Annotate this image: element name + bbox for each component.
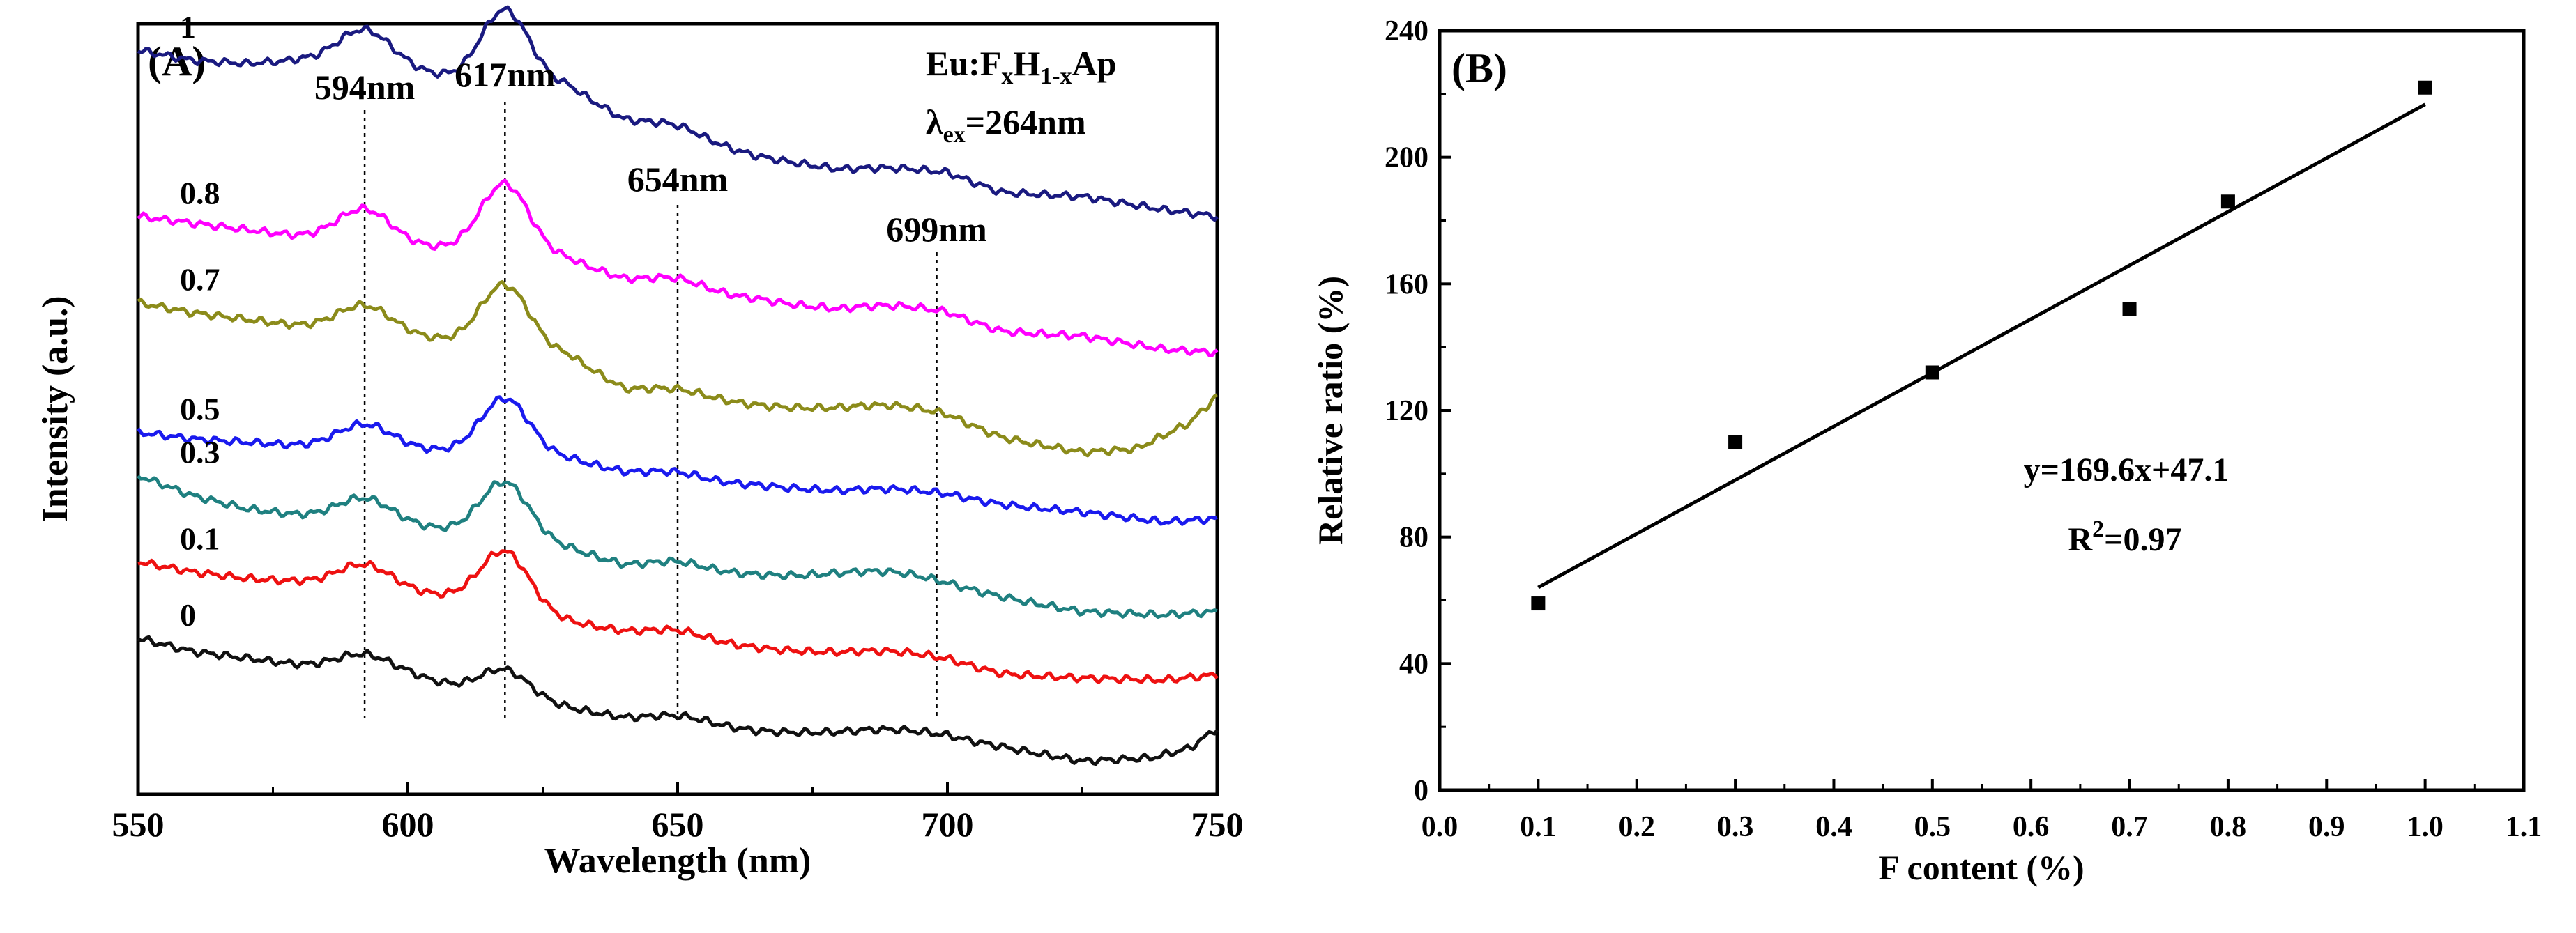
x-tick-label: 1.0: [2407, 811, 2444, 843]
panel-b-label: (B): [1451, 45, 1507, 91]
series-label: 0.1: [180, 521, 220, 556]
x-tick-label: 600: [382, 805, 434, 844]
x-tick-label: 0.2: [1618, 811, 1655, 843]
series-label: 0.7: [180, 261, 220, 297]
x-axis-ticks: 550 600 650 700 750: [112, 782, 1244, 844]
series-line-0.7: [137, 279, 1219, 458]
panel-a-y-axis-label: Intensity (a.u.): [36, 295, 75, 522]
x-tick-label: 0.6: [2013, 811, 2050, 843]
peak-labels: 594nm 617nm 654nm 699nm: [314, 55, 987, 249]
x-tick-label: 1.1: [2506, 811, 2543, 843]
data-point: [1728, 435, 1743, 449]
panel-a-x-axis-label: Wavelength (nm): [544, 841, 811, 881]
fit-equation: y=169.6x+47.1: [2024, 452, 2230, 488]
peak-label: 594nm: [314, 68, 415, 107]
fit-r-squared: R2=0.97: [2068, 516, 2181, 558]
series-label: 0.3: [180, 434, 220, 470]
spectra-series: [136, 5, 1219, 766]
y-tick-label: 240: [1385, 15, 1428, 47]
fit-line: [1537, 102, 2426, 589]
data-points: [1531, 80, 2432, 611]
x-tick-label: 0.1: [1520, 811, 1557, 843]
y-tick-label: 200: [1385, 142, 1428, 174]
panel-a: (A) 10.80.70.50.30.10 594nm 617nm654nm699…: [36, 5, 1244, 881]
series-line-0.8: [137, 178, 1219, 357]
fit-line-group: [1537, 102, 2426, 589]
peak-label: 699nm: [886, 210, 986, 249]
series-line-0.5: [136, 395, 1218, 526]
panel-b-x-axis-label: F content (%): [1878, 848, 2084, 887]
series-line-1: [137, 5, 1219, 222]
peak-label: 654nm: [627, 160, 728, 199]
panel-b-frame: [1438, 29, 2526, 792]
y-tick-label: 40: [1399, 648, 1428, 680]
y-tick-label: 80: [1399, 522, 1428, 554]
data-point: [2418, 80, 2432, 95]
series-label: 0.5: [180, 391, 220, 426]
y-axis-ticks: 0 40 80 120 160 200 240: [1385, 15, 1451, 807]
panel-a-formula: Eu:FxH1-xAp: [926, 44, 1117, 89]
y-tick-label: 160: [1385, 268, 1428, 300]
x-tick-label: 650: [652, 805, 704, 844]
series-label: 0: [180, 597, 196, 633]
x-axis-ticks: 0.0 0.1 0.2 0.3 0.4 0.5 0.6 0.7 0.8 0.9 1.0 1.1: [1422, 779, 2543, 843]
x-tick-label: 0.8: [2210, 811, 2247, 843]
x-tick-label: 0.3: [1717, 811, 1754, 843]
panel-b-y-axis-label: Relative ratio (%): [1311, 276, 1350, 545]
x-tick-label: 700: [922, 805, 974, 844]
series-line-0.1: [137, 549, 1219, 685]
x-tick-label: 0.0: [1422, 811, 1458, 843]
x-tick-label: 0.7: [2111, 811, 2148, 843]
data-point: [2122, 302, 2137, 316]
x-tick-label: 550: [112, 805, 165, 844]
y-tick-label: 0: [1414, 775, 1428, 807]
series-labels: 1 0.8 0.7 0.5 0.3 0.1 0: [180, 9, 220, 633]
y-tick-label: 120: [1385, 395, 1428, 427]
panel-a-excitation: λex=264nm: [926, 102, 1086, 148]
x-tick-label: 0.4: [1815, 811, 1852, 843]
data-point: [1531, 596, 1546, 611]
series-line-0: [137, 635, 1219, 766]
series-label: 1: [180, 9, 196, 45]
data-point: [2220, 194, 2235, 209]
series-label: 0.8: [180, 176, 220, 211]
series-line-0.3: [137, 475, 1218, 619]
peak-marker-lines: [363, 102, 938, 718]
panel-b: (B) 0.0 0.1 0.2 0.3 0.4 0.5 0.6 0.7 0.8 0.9 1.0 1.1…: [1311, 15, 2542, 887]
x-tick-label: 750: [1191, 805, 1244, 844]
x-tick-label: 0.9: [2308, 811, 2345, 843]
data-point: [1925, 365, 1939, 380]
x-tick-label: 0.5: [1914, 811, 1951, 843]
peak-label: 617nm: [455, 55, 555, 94]
